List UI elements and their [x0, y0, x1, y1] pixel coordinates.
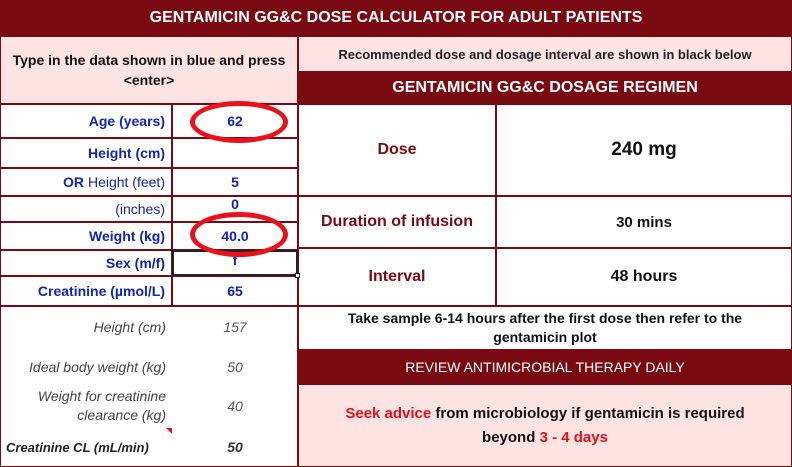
age-label: Age (years) — [88, 113, 165, 129]
advice-highlight: Seek advice — [345, 404, 432, 422]
creatinine-input[interactable]: 65 — [172, 276, 298, 306]
duration-value-cell: 30 mins — [496, 196, 792, 248]
ibw-label: Ideal body weight (kg) — [29, 359, 166, 375]
instruction-text: Type in the data shown in blue and press… — [12, 52, 286, 88]
age-label-cell: Age (years) — [0, 104, 172, 138]
crcl-value: 50 — [227, 439, 243, 455]
creatinine-label-cell: Creatinine (µmol/L) — [0, 276, 172, 306]
calculated-panel — [0, 306, 298, 467]
height-feet-input[interactable]: 5 — [172, 168, 298, 196]
cell-fill-handle[interactable] — [295, 273, 300, 278]
weight-highlight-circle — [190, 212, 288, 257]
height-cm-label-cell: Height (cm) — [0, 138, 172, 168]
weight-label: Weight (kg) — [89, 228, 165, 244]
height-feet-value: 5 — [231, 174, 239, 190]
ibw-value: 50 — [227, 359, 243, 375]
calculator-title-bar: GENTAMICIN GG&C DOSE CALCULATOR FOR ADUL… — [0, 0, 792, 36]
dose-label: Dose — [377, 141, 417, 158]
crcl-label-cell: Creatinine CL (mL/min) — [6, 434, 172, 460]
height-inches-label: (inches) — [115, 201, 165, 217]
interval-value-cell: 48 hours — [496, 248, 792, 306]
weight-label-cell: Weight (kg) — [0, 222, 172, 250]
interval-label: Interval — [368, 268, 426, 285]
age-highlight-circle — [190, 101, 288, 143]
height-feet-label-cell: OR Height (feet) — [0, 168, 172, 196]
sex-label: Sex (m/f) — [105, 255, 165, 271]
dose-value: 240 mg — [611, 139, 677, 160]
crcl-value-cell: 50 — [172, 434, 298, 460]
recommendation-note: Recommended dose and dosage interval are… — [298, 36, 792, 72]
interval-label-cell: Interval — [298, 248, 496, 306]
dose-value-cell: 240 mg — [496, 104, 792, 196]
wcc-label-cell: Weight for creatinine clearance (kg) — [0, 386, 172, 426]
ibw-label-cell: Ideal body weight (kg) — [0, 352, 172, 382]
wcc-label: Weight for creatinine clearance (kg) — [37, 388, 166, 423]
sample-note: Take sample 6-14 hours after the first d… — [298, 306, 792, 350]
duration-label-cell: Duration of infusion — [298, 196, 496, 248]
wcc-value-cell: 40 — [172, 386, 298, 426]
dose-label-cell: Dose — [298, 104, 496, 196]
interval-value: 48 hours — [610, 268, 678, 285]
instruction-box: Type in the data shown in blue and press… — [0, 36, 298, 104]
height-inches-label-cell: (inches) — [0, 196, 172, 222]
ibw-value-cell: 50 — [172, 352, 298, 382]
duration-label: Duration of infusion — [321, 213, 473, 230]
calc-height-value: 157 — [223, 319, 247, 335]
review-title-bar: REVIEW ANTIMICROBIAL THERAPY DAILY — [298, 350, 792, 384]
comment-marker-icon — [166, 428, 172, 434]
advice-text: Seek advice from microbiology if gentami… — [317, 402, 773, 450]
advice-days: 3 - 4 days — [539, 428, 608, 446]
sex-label-cell: Sex (m/f) — [0, 250, 172, 276]
advice-box: Seek advice from microbiology if gentami… — [298, 384, 792, 467]
sex-value: f — [232, 252, 238, 268]
creatinine-label: Creatinine (µmol/L) — [37, 283, 165, 299]
height-feet-label: Height (feet) — [87, 174, 165, 190]
height-feet-prefix: OR — [62, 174, 84, 190]
calc-height-label-cell: Height (cm) — [0, 312, 172, 342]
recommendation-note-text: Recommended dose and dosage interval are… — [338, 46, 752, 62]
sample-note-text: Take sample 6-14 hours after the first d… — [347, 310, 743, 345]
creatinine-value: 65 — [227, 283, 243, 299]
height-cm-label: Height (cm) — [88, 145, 165, 161]
height-cm-input[interactable] — [172, 138, 298, 168]
calc-height-value-cell: 157 — [172, 312, 298, 342]
duration-value: 30 mins — [616, 213, 672, 231]
regimen-title-bar: GENTAMICIN GG&C DOSAGE REGIMEN — [298, 72, 792, 104]
calc-height-label: Height (cm) — [93, 319, 166, 335]
wcc-value: 40 — [227, 398, 243, 414]
calculator-title: GENTAMICIN GG&C DOSE CALCULATOR FOR ADUL… — [149, 9, 643, 26]
height-inches-value: 0 — [231, 196, 239, 212]
regimen-title: GENTAMICIN GG&C DOSAGE REGIMEN — [392, 79, 698, 96]
review-title: REVIEW ANTIMICROBIAL THERAPY DAILY — [405, 359, 685, 375]
advice-body: from microbiology if gentamicin is requi… — [431, 404, 745, 446]
crcl-label: Creatinine CL (mL/min) — [6, 439, 149, 455]
